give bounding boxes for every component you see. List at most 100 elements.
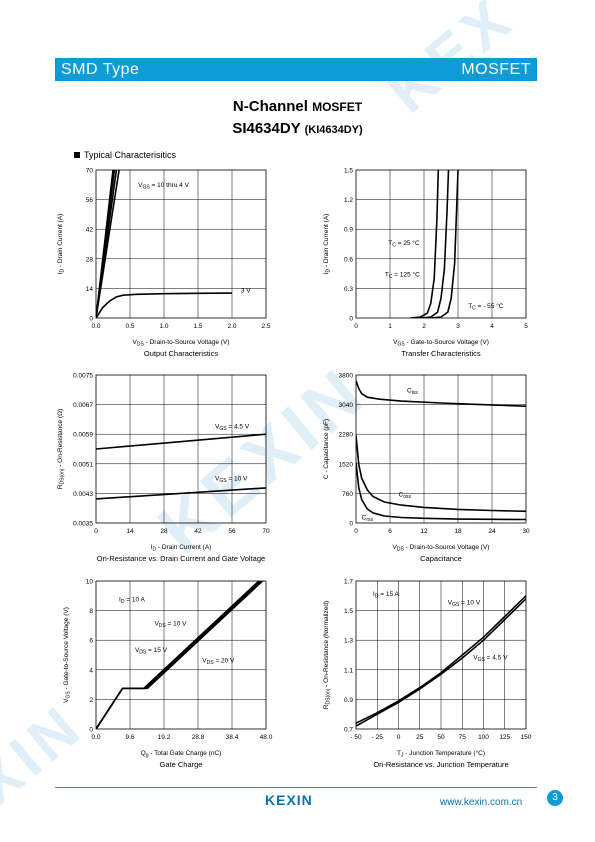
x-axis-label: Qg - Total Gate Charge (nC) <box>141 750 222 759</box>
y-tick-label: 0.0035 <box>73 521 93 528</box>
annotation-label: Ciss <box>407 388 418 397</box>
plot-frame <box>355 169 527 319</box>
y-tick-label: 1.5 <box>344 608 353 615</box>
plot-frame <box>95 580 267 730</box>
annotation-label: 3 V <box>241 288 251 295</box>
x-tick-label: 3 <box>456 323 460 330</box>
plot-frame <box>95 169 267 319</box>
series-line <box>96 581 264 729</box>
y-tick-label: 56 <box>86 197 94 204</box>
chart-title: On-Resistance vs. Junction Temperature <box>373 760 508 769</box>
chart-title: Capacitance <box>420 554 462 563</box>
annotation-label: VGS = 10 V <box>215 475 248 484</box>
y-tick-label: 760 <box>342 491 353 498</box>
x-tick-label: 150 <box>521 734 532 741</box>
x-tick-label: 56 <box>228 528 236 535</box>
x-tick-label: - 25 <box>372 734 384 741</box>
annotation-label: ID = 15 A <box>373 591 400 600</box>
y-tick-label: 1.2 <box>344 197 353 204</box>
x-tick-label: - 50 <box>350 734 362 741</box>
x-tick-label: 0 <box>397 734 401 741</box>
series-line <box>96 292 233 318</box>
y-tick-label: 0.6 <box>344 256 353 263</box>
x-tick-label: 2.5 <box>261 323 270 330</box>
series-line <box>96 433 266 450</box>
x-tick-label: 6 <box>388 528 392 535</box>
x-axis-label: VDS - Drain-to-Source Voltage (V) <box>393 544 490 553</box>
y-axis-label: C - Capacitance (pF) <box>323 419 330 479</box>
y-tick-label: 2 <box>89 697 93 704</box>
page-title: N-Channel MOSFET <box>232 98 363 115</box>
y-tick-label: 0 <box>349 521 353 528</box>
x-axis-label: VGS - Gate-to-Source Voltage (V) <box>393 339 489 348</box>
y-tick-label: 14 <box>86 286 94 293</box>
x-tick-label: 50 <box>437 734 445 741</box>
x-tick-label: 42 <box>194 528 202 535</box>
x-tick-label: 70 <box>262 528 270 535</box>
annotation-label: TC = - 55 °C <box>468 302 504 312</box>
x-tick-label: 24 <box>488 528 496 535</box>
x-tick-label: 1.5 <box>193 323 202 330</box>
chart-title: Output Characteristics <box>144 349 218 358</box>
y-tick-label: 0 <box>89 727 93 734</box>
y-tick-label: 1.5 <box>344 168 353 175</box>
y-tick-label: 28 <box>86 256 94 263</box>
x-tick-label: 9.6 <box>125 734 134 741</box>
x-tick-label: 0.0 <box>91 323 100 330</box>
annotation-label: VDS = 15 V <box>135 647 168 656</box>
y-tick-label: 0.0051 <box>73 461 93 468</box>
x-tick-label: 14 <box>126 528 134 535</box>
x-tick-label: 12 <box>420 528 428 535</box>
annotation-label: VDS = 20 V <box>202 657 235 666</box>
y-tick-label: 1520 <box>339 461 354 468</box>
x-axis-label: TJ - Junction Temperature (°C) <box>397 749 485 759</box>
x-tick-label: 2.0 <box>227 323 236 330</box>
plot-frame <box>355 580 527 730</box>
x-tick-label: 18 <box>454 528 462 535</box>
plot-frame <box>95 374 267 524</box>
y-axis-label: RDS(on) - On-Resistance (Ω) <box>57 409 66 489</box>
header-right: MOSFET <box>461 61 531 78</box>
annotation-label: VGS = 4.5 V <box>215 424 250 433</box>
x-tick-label: 0 <box>354 528 358 535</box>
series-line <box>356 435 526 513</box>
square-bullet-icon <box>74 152 80 158</box>
y-tick-label: 0 <box>89 316 93 323</box>
x-tick-label: 1 <box>388 323 392 330</box>
y-tick-label: 0.3 <box>344 286 353 293</box>
y-tick-label: 0 <box>349 316 353 323</box>
footer-url[interactable]: www.kexin.com.cn <box>440 797 523 808</box>
y-tick-label: 0.0043 <box>73 491 93 498</box>
x-tick-label: 0.5 <box>125 323 134 330</box>
y-tick-label: 8 <box>89 608 93 615</box>
chart-title: On-Resistance vs. Drain Current and Gate… <box>97 554 265 563</box>
x-tick-label: 75 <box>459 734 467 741</box>
annotation-label: ID = 10 A <box>119 597 146 606</box>
x-tick-label: 28 <box>160 528 168 535</box>
x-tick-label: 19.2 <box>158 734 171 741</box>
annotation-label: VGS = 4.5 V <box>473 654 508 663</box>
x-tick-label: 0.0 <box>91 734 100 741</box>
footer-divider <box>55 787 537 788</box>
annotation-label: TC = 125 °C <box>385 271 420 281</box>
y-tick-label: 6 <box>89 638 93 645</box>
series-line <box>96 487 266 500</box>
y-tick-label: 0.0067 <box>73 402 93 409</box>
x-tick-label: 0 <box>354 323 358 330</box>
x-tick-label: 125 <box>499 734 510 741</box>
chart-title: Gate Charge <box>160 760 203 769</box>
header-bar: SMD Type MOSFET <box>55 58 537 81</box>
y-tick-label: 1.1 <box>344 667 353 674</box>
series-line <box>430 170 459 318</box>
series-line <box>356 595 526 724</box>
y-tick-label: 3800 <box>339 373 354 380</box>
annotation-label: VDS = 10 V <box>154 620 187 629</box>
y-tick-label: 1.7 <box>344 579 353 586</box>
x-tick-label: 30 <box>522 528 530 535</box>
section-heading: Typical Characterisitics <box>74 150 176 160</box>
x-tick-label: 1.0 <box>159 323 168 330</box>
x-tick-label: 38.4 <box>226 734 239 741</box>
x-tick-label: 4 <box>490 323 494 330</box>
series-line <box>356 598 526 727</box>
annotation-label: TC = 25 °C <box>388 239 420 249</box>
